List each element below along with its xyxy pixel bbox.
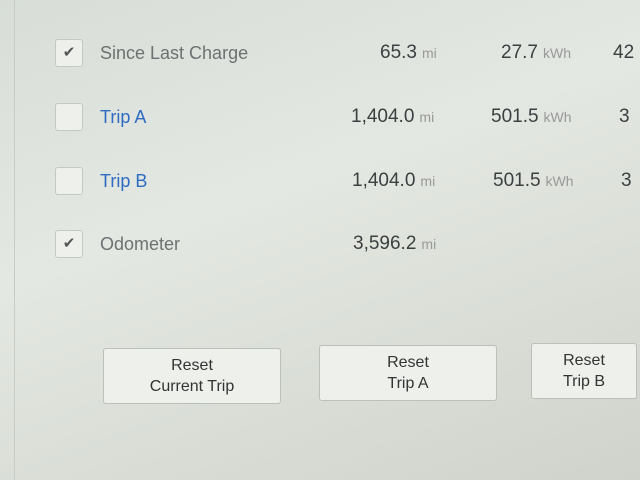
checkbox-since-last-charge[interactable]: ✔ (55, 39, 83, 67)
distance-value: 3,596.2 mi (353, 233, 437, 254)
reset-trip-b-button[interactable]: Reset Trip B (531, 343, 637, 399)
extra-value: 3 (621, 170, 632, 191)
trip-panel: ✔ Since Last Charge 65.3 mi 27.7 kWh 42 Tr… (14, 0, 640, 480)
check-icon: ✔ (62, 235, 76, 252)
energy-value: 501.5 kWh (493, 170, 574, 191)
checkbox-odometer[interactable]: ✔ (55, 230, 83, 258)
checkbox-trip-a[interactable] (55, 103, 83, 131)
check-icon: ✔ (62, 44, 76, 61)
distance-value: 65.3 mi (380, 42, 437, 63)
row-label[interactable]: Trip B (100, 171, 148, 191)
energy-value: 501.5 kWh (491, 106, 572, 127)
distance-value: 1,404.0 mi (352, 170, 436, 191)
reset-current-trip-button[interactable]: Reset Current Trip (103, 348, 281, 404)
row-trip-a: Trip A 1,404.0 mi 501.5 kWh 3 (15, 97, 640, 137)
row-label[interactable]: Trip A (100, 107, 147, 127)
row-since-last-charge: ✔ Since Last Charge 65.3 mi 27.7 kWh 42 (15, 33, 640, 73)
energy-value: 27.7 kWh (501, 42, 571, 63)
row-trip-b: Trip B 1,404.0 mi 501.5 kWh 3 (15, 161, 640, 201)
reset-trip-a-button[interactable]: Reset Trip A (319, 345, 497, 401)
checkbox-trip-b[interactable] (55, 167, 83, 195)
row-label: Odometer (100, 234, 181, 254)
extra-value: 42 (613, 42, 635, 63)
distance-value: 1,404.0 mi (351, 106, 435, 127)
row-label: Since Last Charge (100, 43, 249, 63)
extra-value: 3 (619, 106, 630, 127)
row-odometer: ✔ Odometer 3,596.2 mi (15, 224, 640, 264)
